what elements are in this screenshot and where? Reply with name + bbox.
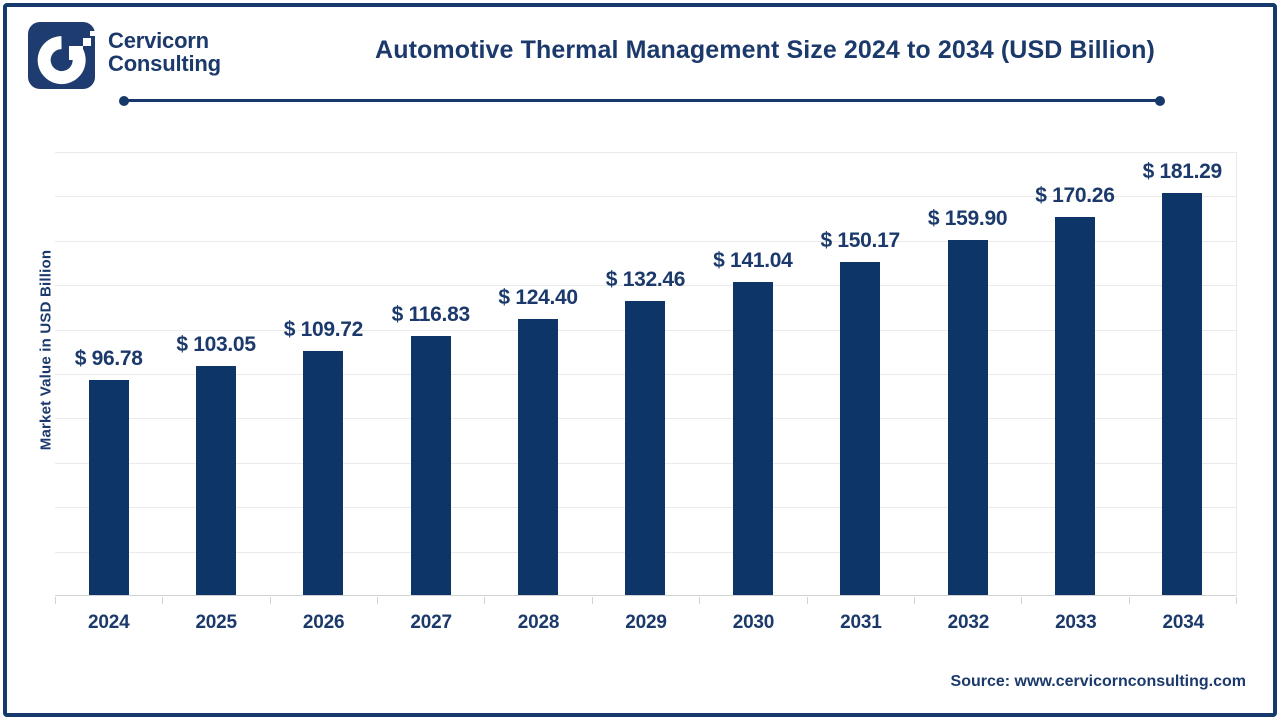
- value-label-2030: $ 141.04: [713, 248, 793, 272]
- source-text: Source: www.cervicornconsulting.com: [950, 673, 1246, 690]
- x-axis-line: [55, 597, 1237, 604]
- bar-2033[interactable]: [1054, 217, 1095, 595]
- value-label-2032: $ 159.90: [927, 207, 1008, 231]
- x-tick-label-2028: 2028: [517, 612, 560, 633]
- bar-2032[interactable]: [947, 240, 988, 595]
- bar-cell-2033: $ 170.26: [1021, 152, 1128, 595]
- value-label-2024: $ 96.78: [74, 347, 143, 371]
- bar-cell-2027: $ 116.83: [377, 152, 484, 595]
- bar-2028[interactable]: [518, 318, 559, 595]
- bar-cell-2029: $ 132.46: [592, 152, 699, 595]
- x-tick-label-2030: 2030: [732, 612, 775, 633]
- x-tick-label-2031: 2031: [840, 612, 882, 633]
- bar-cell-2034: $ 181.29: [1129, 152, 1236, 595]
- x-axis-labels: 2024 2025 2026 2027 2028 2029 2030 2031 2032 2033…: [55, 612, 1237, 634]
- plot-area: $ 96.78 $ 103.05 $ 109.72 $ 116.83 $ 124.40 $…: [55, 152, 1237, 596]
- bar-cell-2028: $ 124.40: [484, 152, 591, 595]
- axis-tick: [377, 597, 484, 604]
- bar-2024[interactable]: [88, 380, 129, 595]
- cervicorn-logo: [28, 22, 95, 89]
- x-tick-label-2024: 2024: [87, 612, 130, 633]
- value-label-2026: $ 109.72: [283, 318, 364, 342]
- chart-title: Automotive Thermal Management Size 2024 …: [375, 36, 1155, 64]
- gridline: [55, 152, 1236, 153]
- value-label-2028: $ 124.40: [498, 285, 578, 309]
- bar-2026[interactable]: [303, 351, 344, 595]
- value-label-2025: $ 103.05: [176, 333, 256, 357]
- bar-2034[interactable]: [1162, 192, 1203, 595]
- gridline: [55, 196, 1236, 198]
- brand-line-2: Consulting: [108, 51, 221, 76]
- brand-line-1: Cervicorn: [108, 28, 209, 53]
- value-label-2033: $ 170.26: [1035, 184, 1115, 208]
- axis-tick: [591, 597, 699, 604]
- bar-2027[interactable]: [410, 335, 451, 595]
- x-tick-label-2025: 2025: [195, 612, 237, 633]
- value-label-2027: $ 116.83: [391, 302, 470, 326]
- bar-cell-2032: $ 159.90: [914, 152, 1021, 595]
- value-label-2031: $ 150.17: [820, 228, 901, 252]
- bar-2031[interactable]: [840, 261, 881, 595]
- x-tick-label-2027: 2027: [410, 612, 452, 633]
- bar-cell-2026: $ 109.72: [270, 152, 377, 595]
- axis-tick: [806, 597, 914, 604]
- bar-2025[interactable]: [196, 366, 237, 595]
- axis-tick: [1021, 597, 1128, 604]
- x-tick-label-2026: 2026: [302, 612, 345, 633]
- y-axis-title: Market Value in USD Billion: [37, 249, 55, 451]
- cervicorn-c-icon: [37, 31, 95, 85]
- bar-cell-2030: $ 141.04: [699, 152, 806, 595]
- axis-tick: [699, 597, 806, 604]
- value-label-2029: $ 132.46: [605, 267, 686, 291]
- x-tick-label-2033: 2033: [1055, 612, 1097, 633]
- gridline: [55, 285, 1236, 287]
- x-tick-label-2034: 2034: [1162, 612, 1205, 633]
- axis-tick: [1128, 597, 1236, 604]
- axis-tick: [913, 597, 1021, 604]
- bar-cell-2024: $ 96.78: [55, 152, 162, 595]
- value-label-2034: $ 181.29: [1142, 159, 1223, 183]
- bar-cell-2031: $ 150.17: [807, 152, 914, 595]
- gridline: [55, 240, 1236, 242]
- title-underline: [119, 95, 1165, 106]
- axis-tick: [162, 597, 269, 604]
- bar-2030[interactable]: [732, 281, 773, 595]
- x-tick-label-2032: 2032: [947, 612, 990, 633]
- axis-tick: [269, 597, 377, 604]
- bar-cell-2025: $ 103.05: [162, 152, 269, 595]
- x-tick-label-2029: 2029: [625, 612, 667, 633]
- axis-tick: [484, 597, 591, 604]
- axis-tick: [55, 597, 162, 604]
- bar-2029[interactable]: [625, 300, 666, 595]
- brand-name: Cervicorn Consulting: [108, 29, 221, 75]
